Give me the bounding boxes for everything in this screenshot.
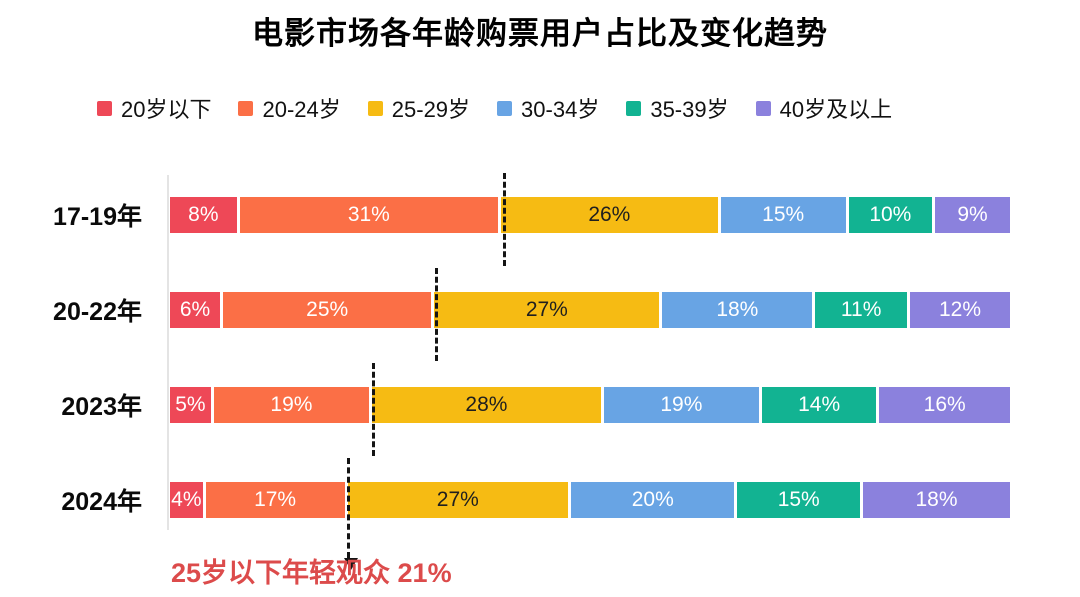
chart-row: 20-22年 6% 25% 27% 18% 11% 12% xyxy=(0,268,1010,361)
bar-segment: 31% xyxy=(239,197,498,233)
chart-row: 2024年 4% 17% 27% 20% 15% 18% xyxy=(0,458,1010,570)
under-25-guide-line xyxy=(343,458,358,570)
under-25-guide-line xyxy=(435,268,439,361)
legend-label: 30-34岁 xyxy=(521,97,600,122)
segment-value-label: 18% xyxy=(915,488,958,511)
legend-swatch-icon xyxy=(497,100,513,116)
bar-segment: 27% xyxy=(434,292,660,328)
legend-label: 25-29岁 xyxy=(391,97,471,122)
legend-swatch-icon xyxy=(238,100,254,116)
segment-value-label: 10% xyxy=(869,203,912,226)
legend-swatch-icon xyxy=(755,100,771,116)
bar-segment: 9% xyxy=(935,197,1010,233)
segment-value-label: 11% xyxy=(840,298,882,321)
legend-swatch-icon xyxy=(97,100,112,116)
segment-value-label: 25% xyxy=(306,298,349,321)
bar-segment: 27% xyxy=(347,482,569,518)
bar-segment: 20% xyxy=(571,482,735,518)
segment-value-label: 28% xyxy=(465,393,508,416)
under-25-guide-line xyxy=(502,173,506,266)
segment-value-label: 4% xyxy=(171,488,202,511)
segment-value-label: 31% xyxy=(347,203,390,226)
chart-row: 2023年 5% 19% 28% 19% 14% 16% xyxy=(0,363,1011,456)
segment-value-label: 27% xyxy=(525,298,568,321)
bar-segment: 28% xyxy=(372,387,601,423)
bar-segment: 14% xyxy=(761,387,877,423)
legend-item: 20-24岁 xyxy=(238,92,341,124)
segment-value-label: 8% xyxy=(188,203,219,226)
bar-segment: 15% xyxy=(720,197,846,233)
bar-segment: 12% xyxy=(910,292,1010,328)
segment-value-label: 15% xyxy=(762,203,805,226)
under-25-annotation: 25岁以下年轻观众 21% xyxy=(171,558,452,588)
legend-swatch-icon xyxy=(367,100,383,116)
segment-value-label: 19% xyxy=(270,393,313,416)
segment-value-label: 26% xyxy=(588,203,631,226)
bar-segment: 6% xyxy=(170,292,220,328)
segment-value-label: 27% xyxy=(436,488,479,511)
stacked-bar: 4% 17% 27% 20% 15% 18% xyxy=(170,458,1010,570)
row-label: 2023年 xyxy=(61,393,142,421)
row-label: 2024年 xyxy=(61,488,142,516)
legend-item: 35-39岁 xyxy=(626,92,729,124)
segment-value-label: 5% xyxy=(175,393,206,416)
stacked-bar: 5% 19% 28% 19% 14% 16% xyxy=(170,363,1011,456)
segment-value-label: 12% xyxy=(938,298,982,321)
legend-label: 20-24岁 xyxy=(262,97,341,122)
bar-segment: 11% xyxy=(815,292,907,328)
y-axis-line xyxy=(167,175,169,530)
bar-segment: 17% xyxy=(205,482,345,518)
segment-value-label: 18% xyxy=(716,298,759,321)
row-label: 17-19年 xyxy=(53,203,142,231)
bar-segment: 19% xyxy=(213,387,370,423)
chart-title: 电影市场各年龄购票用户占比及变化趋势 xyxy=(252,16,828,51)
bar-segment: 15% xyxy=(737,482,860,518)
legend-label: 20岁以下 xyxy=(121,97,212,122)
legend-item: 40岁及以上 xyxy=(755,92,893,124)
chart-plot-area: 17-19年 8% 31% 26% 15% 10% 9% 20-22年 6% 25% 27% 18% 1… xyxy=(0,173,1011,577)
legend: 20岁以下 20-24岁 25-29岁 30-34岁 35-39岁 40岁及以上 xyxy=(97,92,892,124)
segment-value-label: 17% xyxy=(254,488,297,511)
segment-value-label: 19% xyxy=(660,393,703,416)
bar-segment: 18% xyxy=(662,292,813,328)
segment-value-label: 9% xyxy=(957,203,988,226)
bar-segment: 26% xyxy=(501,197,718,233)
chart-row: 17-19年 8% 31% 26% 15% 10% 9% xyxy=(0,173,1010,266)
bar-segment: 19% xyxy=(603,387,759,423)
bar-segment: 4% xyxy=(170,482,203,518)
stacked-bar: 8% 31% 26% 15% 10% 9% xyxy=(170,173,1010,266)
segment-value-label: 6% xyxy=(179,298,211,321)
under-25-guide-line xyxy=(371,363,375,456)
legend-item: 30-34岁 xyxy=(497,92,599,124)
segment-value-label: 16% xyxy=(923,393,966,416)
stacked-bar: 6% 25% 27% 18% 11% 12% xyxy=(170,268,1010,361)
bar-segment: 8% xyxy=(170,197,237,233)
legend-item: 25-29岁 xyxy=(367,92,471,124)
bar-segment: 5% xyxy=(170,387,211,423)
legend-label: 35-39岁 xyxy=(650,97,729,122)
segment-value-label: 20% xyxy=(631,488,674,511)
bar-segment: 10% xyxy=(848,197,932,233)
arrow-down-icon xyxy=(343,558,358,570)
row-label: 20-22年 xyxy=(53,298,142,326)
bar-segment: 16% xyxy=(879,387,1011,423)
segment-value-label: 15% xyxy=(777,488,820,511)
segment-value-label: 14% xyxy=(798,393,841,416)
bar-segment: 18% xyxy=(862,482,1010,518)
legend-item: 20岁以下 xyxy=(97,92,211,124)
legend-label: 40岁及以上 xyxy=(779,97,893,122)
bar-segment: 25% xyxy=(223,292,432,328)
legend-swatch-icon xyxy=(626,100,642,116)
